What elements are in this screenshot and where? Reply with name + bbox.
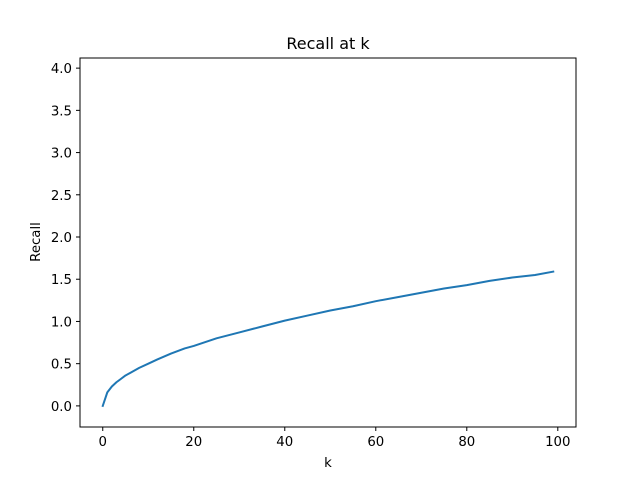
y-tick-label: 3.5 [51,104,72,119]
y-tick-label: 1.0 [51,315,72,330]
y-tick-label: 0.5 [51,358,72,373]
series-line-recall [101,270,555,408]
series-layer [101,270,555,408]
axes-frame [79,57,577,428]
x-tick-label: 40 [276,435,293,450]
x-axis-ticks: 0 20 40 60 80 100 [99,427,570,450]
x-tick-label: 60 [367,435,384,450]
x-axis-label: k [324,456,332,471]
y-tick-label: 0.0 [51,400,72,415]
y-axis-ticks: 0.0 0.5 1.0 1.5 2.0 2.5 3.0 3.5 4.0 [51,62,80,415]
x-tick-label: 100 [545,435,570,450]
x-tick-label: 0 [99,435,107,450]
x-tick-label: 20 [185,435,202,450]
x-tick-label: 80 [458,435,475,450]
y-tick-label: 2.5 [51,189,72,204]
y-tick-label: 1.5 [51,273,72,288]
axes-background [80,58,576,427]
y-tick-label: 2.0 [51,231,72,246]
y-axis-label: Recall [29,222,44,262]
chart-title: Recall at k [286,34,370,53]
y-tick-label: 3.0 [51,147,72,162]
y-tick-label: 4.0 [51,62,72,77]
